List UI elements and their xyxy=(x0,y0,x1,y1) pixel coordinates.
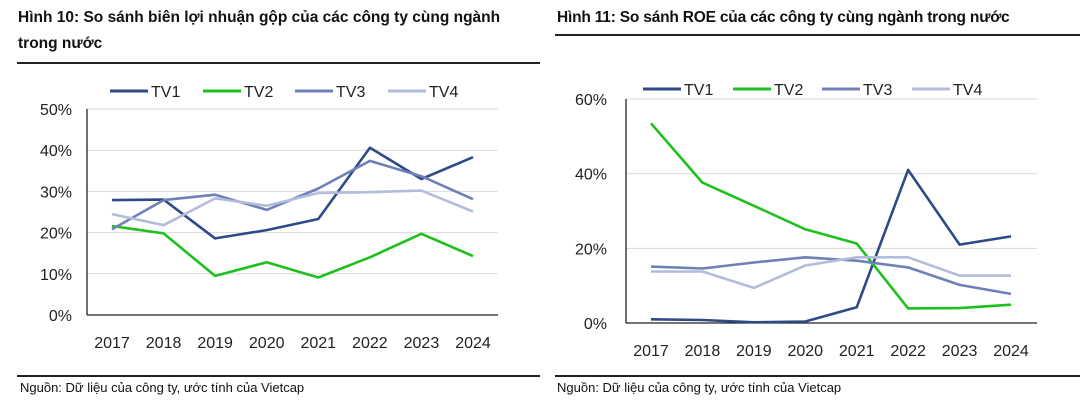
chart1-series-tv2-line xyxy=(111,224,474,279)
chart1-x-tick-label: 2017 xyxy=(94,335,130,352)
chart1-y-tick-label: 10% xyxy=(40,267,72,284)
chart2-legend-tv3-label: TV3 xyxy=(863,82,892,99)
chart2-x-tick-label: 2018 xyxy=(685,343,721,360)
chart2-y-tick-label: 60% xyxy=(575,92,607,109)
chart1-legend-tv1-label: TV1 xyxy=(151,84,180,101)
chart2-legend-tv2-label: TV2 xyxy=(774,82,803,99)
chart1-x-tick-label: 2024 xyxy=(455,335,491,352)
chart1-y-tick-label: 40% xyxy=(40,143,72,160)
figure-11-source-rule xyxy=(555,375,1080,377)
chart1-x-tick-label: 2021 xyxy=(300,335,336,352)
chart1-y-tick-label: 30% xyxy=(40,184,72,201)
figure-10-title: Hình 10: So sánh biên lợi nhuận gộp của … xyxy=(18,9,501,52)
chart2-y-tick-label: 40% xyxy=(575,167,607,184)
chart1-series-tv3-line xyxy=(111,159,474,231)
chart2-x-tick-label: 2019 xyxy=(736,343,772,360)
chart1-y-tick-label: 50% xyxy=(40,102,72,119)
figure-10-source: Nguồn: Dữ liệu của công ty, ước tính của… xyxy=(20,380,305,395)
chart2-y-tick-label: 20% xyxy=(575,241,607,258)
chart1-y-tick-label: 20% xyxy=(40,226,72,243)
chart2-x-tick-label: 2024 xyxy=(993,343,1029,360)
chart2-x-tick-label: 2020 xyxy=(787,343,823,360)
chart2-x-tick-label: 2017 xyxy=(633,343,669,360)
chart2-x-tick-label: 2022 xyxy=(890,343,926,360)
chart2-y-tick-label: 0% xyxy=(584,316,607,333)
chart2-x-tick-label: 2023 xyxy=(942,343,978,360)
chart2-legend-tv1-label: TV1 xyxy=(684,82,713,99)
chart1-y-tick-label: 0% xyxy=(49,308,72,325)
chart2-x-tick-label: 2021 xyxy=(839,343,875,360)
chart2-series-tv1-line xyxy=(650,168,1012,324)
figure-10-title-rule xyxy=(17,62,540,64)
figure-11-title: Hình 11: So sánh ROE của các công ty cùn… xyxy=(557,9,1010,26)
figure-10-source-rule xyxy=(17,375,540,377)
chart2-legend-tv4-label: TV4 xyxy=(953,82,982,99)
chart2-series-tv2-line xyxy=(650,122,1012,310)
chart1-legend-tv3-label: TV3 xyxy=(336,84,365,101)
figure-11-source: Nguồn: Dữ liệu của công ty, ước tính của… xyxy=(557,380,842,395)
chart1-x-tick-label: 2020 xyxy=(249,335,285,352)
chart1-legend-tv4-label: TV4 xyxy=(429,84,458,101)
chart1-x-tick-label: 2019 xyxy=(197,335,233,352)
chart2-series-tv4-line xyxy=(651,255,1011,290)
chart1-x-tick-label: 2018 xyxy=(146,335,182,352)
figure-11-title-rule xyxy=(555,34,1080,36)
chart1-x-tick-label: 2022 xyxy=(352,335,388,352)
chart1-legend-tv2-label: TV2 xyxy=(244,84,273,101)
chart1-x-tick-label: 2023 xyxy=(404,335,440,352)
chart2-series-tv3-line xyxy=(650,255,1012,296)
chart1-series-tv4-line xyxy=(111,189,474,227)
